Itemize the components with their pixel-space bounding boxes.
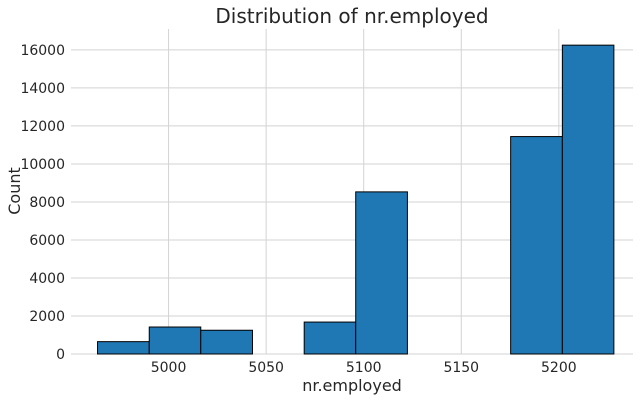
chart-title: Distribution of nr.employed — [215, 4, 488, 28]
y-tick-label: 8000 — [29, 195, 65, 211]
x-tick-label: 5000 — [151, 360, 187, 376]
y-tick-label: 6000 — [29, 233, 65, 249]
histogram-bar — [561, 44, 615, 355]
y-tick-label: 2000 — [29, 309, 65, 325]
x-tick-label: 5050 — [248, 360, 284, 376]
histogram-bar — [97, 341, 150, 355]
y-tick-label: 4000 — [29, 271, 65, 287]
x-tick-label: 5100 — [346, 360, 382, 376]
histogram-bars — [97, 44, 615, 355]
x-tick-label: 5150 — [443, 360, 479, 376]
x-tick-labels: 5000 5050 5100 5150 5200 — [151, 360, 577, 376]
histogram-bar — [303, 321, 357, 355]
histogram-bar — [148, 326, 202, 355]
x-axis-title: nr.employed — [302, 376, 402, 395]
histogram-bar — [510, 136, 563, 355]
y-tick-label: 0 — [56, 347, 65, 363]
y-tick-label: 16000 — [20, 43, 65, 59]
x-tick-label: 5200 — [541, 360, 577, 376]
y-tick-label: 14000 — [20, 81, 65, 97]
histogram-bar — [200, 329, 253, 355]
histogram-bar — [355, 191, 408, 355]
y-tick-labels: 0 2000 4000 6000 8000 10000 12000 14000 16000 — [20, 43, 65, 363]
y-tick-label: 10000 — [20, 157, 65, 173]
y-axis-title: Count — [5, 167, 24, 215]
y-tick-label: 12000 — [20, 119, 65, 135]
